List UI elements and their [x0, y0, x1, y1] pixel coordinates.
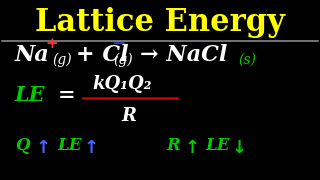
Text: —: —: [112, 37, 124, 50]
Text: + Cl: + Cl: [76, 44, 129, 66]
Text: Lattice Energy: Lattice Energy: [35, 7, 285, 38]
Text: R: R: [166, 137, 180, 154]
Text: ↑: ↑: [185, 139, 200, 157]
Text: → NaCl: → NaCl: [140, 44, 227, 66]
Text: LE: LE: [206, 137, 230, 154]
Text: kQ₁Q₂: kQ₁Q₂: [92, 75, 152, 93]
Text: ↑: ↑: [84, 139, 99, 157]
Text: (g): (g): [52, 52, 72, 67]
Text: (g): (g): [113, 52, 133, 67]
Text: ↓: ↓: [232, 139, 247, 157]
Text: Na: Na: [15, 44, 50, 66]
Text: LE: LE: [58, 137, 82, 154]
Text: LE: LE: [15, 85, 45, 105]
Text: (s): (s): [238, 53, 256, 67]
Text: =: =: [58, 85, 75, 105]
Text: +: +: [45, 37, 58, 51]
Text: Q: Q: [15, 137, 29, 154]
Text: R: R: [121, 107, 136, 125]
Text: ↑: ↑: [36, 139, 51, 157]
